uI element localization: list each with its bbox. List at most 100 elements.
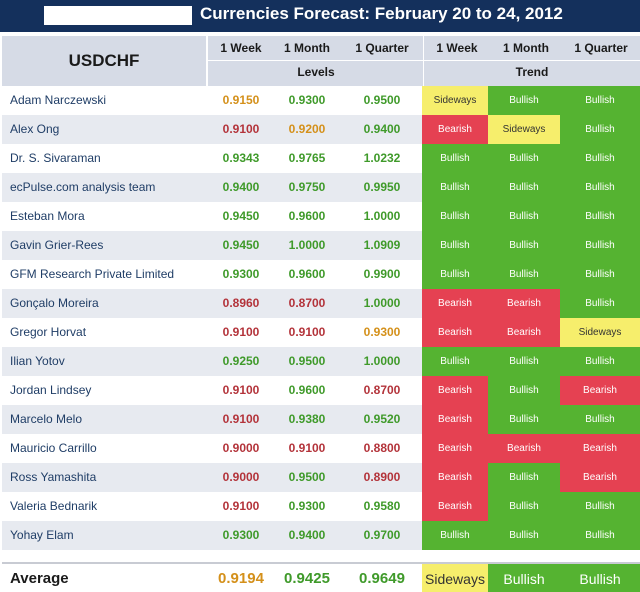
table-row: Dr. S. Sivaraman 0.9343 0.9765 1.0232 Bullis…	[2, 144, 640, 173]
table-row: Esteban Mora 0.9450 0.9600 1.0000 Bullish Bul…	[2, 202, 640, 231]
level-month: 0.9200	[288, 122, 326, 136]
col-levels-month: 1 Month	[284, 41, 330, 55]
col-levels-week: 1 Week	[220, 41, 262, 55]
average-label: Average	[10, 570, 69, 587]
table-row: Adam Narczewski 0.9150 0.9300 0.9500 Sideway…	[2, 86, 640, 115]
trend-month: Bullish	[488, 260, 560, 289]
trend-week: Bearish	[422, 492, 488, 521]
col-trend-week: 1 Week	[436, 41, 478, 55]
level-month: 0.9500	[288, 470, 326, 484]
average-trend-month: Bullish	[488, 564, 560, 592]
trend-month: Bullish	[488, 202, 560, 231]
analyst-name: Valeria Bednarik	[10, 499, 98, 513]
trend-quarter: Bullish	[560, 173, 640, 202]
level-quarter: 0.9300	[363, 325, 401, 339]
trend-quarter: Bearish	[560, 376, 640, 405]
table-row: Ilian Yotov 0.9250 0.9500 1.0000 Bullish Bull…	[2, 347, 640, 376]
level-week: 0.9100	[222, 122, 260, 136]
level-quarter: 1.0232	[363, 151, 401, 165]
level-week: 0.9343	[222, 151, 260, 165]
trend-week: Sideways	[422, 86, 488, 115]
table-row: Valeria Bednarik 0.9100 0.9300 0.9580 Bearis…	[2, 492, 640, 521]
trend-quarter: Bullish	[560, 144, 640, 173]
level-week: 0.9100	[222, 412, 260, 426]
analyst-name: Dr. S. Sivaraman	[10, 151, 101, 165]
page-title: Currencies Forecast: February 20 to 24, …	[200, 4, 563, 23]
level-month: 0.9380	[288, 412, 326, 426]
trend-month: Bullish	[488, 144, 560, 173]
col-trend-month: 1 Month	[503, 41, 549, 55]
level-quarter: 0.9700	[363, 528, 401, 542]
level-month: 0.9765	[288, 151, 326, 165]
analyst-name: Ross Yamashita	[10, 470, 97, 484]
header-divider	[208, 60, 640, 61]
level-month: 0.9750	[288, 180, 326, 194]
average-level-month: 0.9425	[284, 570, 330, 587]
table-row: Jordan Lindsey 0.9100 0.9600 0.8700 Bearish B…	[2, 376, 640, 405]
analyst-name: Yohay Elam	[10, 528, 74, 542]
trend-month: Bearish	[488, 318, 560, 347]
level-quarter: 1.0000	[363, 296, 401, 310]
level-week: 0.9100	[222, 499, 260, 513]
analyst-name: Gavin Grier-Rees	[10, 238, 104, 252]
table-row: GFM Research Private Limited 0.9300 0.9600…	[2, 260, 640, 289]
trend-quarter: Bullish	[560, 115, 640, 144]
trend-week: Bullish	[422, 202, 488, 231]
trend-month: Bullish	[488, 463, 560, 492]
average-row: Average 0.9194 0.9425 0.9649 Sideways Bu…	[2, 562, 640, 592]
trend-month: Bullish	[488, 405, 560, 434]
trend-quarter: Bullish	[560, 521, 640, 550]
level-week: 0.9450	[222, 238, 260, 252]
trend-month: Bullish	[488, 376, 560, 405]
table-row: Marcelo Melo 0.9100 0.9380 0.9520 Bearish Bul…	[2, 405, 640, 434]
trend-week: Bearish	[422, 434, 488, 463]
col-levels-quarter: 1 Quarter	[355, 41, 409, 55]
level-month: 0.9600	[288, 209, 326, 223]
level-month: 0.9300	[288, 499, 326, 513]
trend-month: Bullish	[488, 231, 560, 260]
table-row: Ross Yamashita 0.9000 0.9500 0.8900 Bearish B…	[2, 463, 640, 492]
level-month: 0.9100	[288, 325, 326, 339]
trend-quarter: Bullish	[560, 86, 640, 115]
trend-week: Bullish	[422, 347, 488, 376]
trend-week: Bullish	[422, 173, 488, 202]
level-quarter: 0.8800	[363, 441, 401, 455]
trend-quarter: Bearish	[560, 463, 640, 492]
analyst-name: Alex Ong	[10, 122, 60, 136]
title-blank-box	[44, 6, 192, 25]
level-quarter: 0.8700	[363, 383, 401, 397]
trend-week: Bearish	[422, 318, 488, 347]
level-month: 0.9600	[288, 383, 326, 397]
level-quarter: 0.9500	[363, 93, 401, 107]
trend-week: Bearish	[422, 115, 488, 144]
trend-month: Bullish	[488, 347, 560, 376]
analyst-name: Jordan Lindsey	[10, 383, 92, 397]
trend-week: Bearish	[422, 376, 488, 405]
level-month: 0.8700	[288, 296, 326, 310]
level-week: 0.9100	[222, 325, 260, 339]
table-row: Yohay Elam 0.9300 0.9400 0.9700 Bullish Bulli…	[2, 521, 640, 550]
trend-quarter: Bullish	[560, 202, 640, 231]
analyst-name: Marcelo Melo	[10, 412, 83, 426]
level-week: 0.9000	[222, 470, 260, 484]
level-week: 0.9400	[222, 180, 260, 194]
level-quarter: 0.9400	[363, 122, 401, 136]
analyst-name: Esteban Mora	[10, 209, 85, 223]
average-trend-quarter: Bullish	[560, 564, 640, 592]
level-quarter: 0.9520	[363, 412, 401, 426]
column-header: 1 Week 1 Month 1 Quarter 1 Week 1 Month …	[208, 36, 640, 86]
trend-month: Bearish	[488, 434, 560, 463]
analyst-name: ecPulse.com analysis team	[10, 180, 156, 194]
average-level-week: 0.9194	[218, 570, 264, 587]
table-row: Mauricio Carrillo 0.9000 0.9100 0.8800 Beari…	[2, 434, 640, 463]
trend-quarter: Bullish	[560, 492, 640, 521]
trend-month: Bullish	[488, 492, 560, 521]
level-quarter: 0.8900	[363, 470, 401, 484]
trend-quarter: Bullish	[560, 260, 640, 289]
analyst-name: GFM Research Private Limited	[10, 267, 175, 281]
level-quarter: 0.9950	[363, 180, 401, 194]
analyst-name: Gregor Horvat	[10, 325, 87, 339]
table-row: Gregor Horvat 0.9100 0.9100 0.9300 Bearish Be…	[2, 318, 640, 347]
title-bar: Currencies Forecast: February 20 to 24, …	[0, 0, 640, 32]
level-month: 0.9300	[288, 93, 326, 107]
